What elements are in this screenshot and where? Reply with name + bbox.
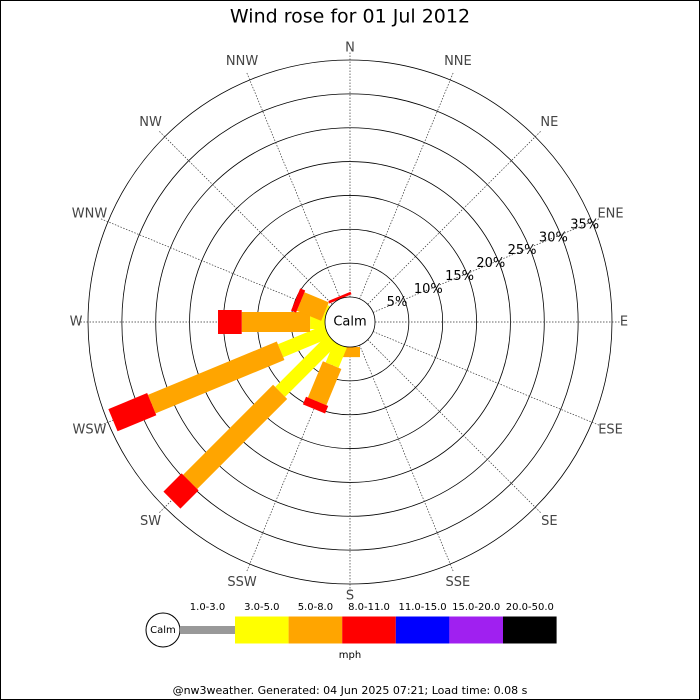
spoke (372, 218, 600, 313)
direction-label: S (346, 589, 354, 604)
direction-label: NE (540, 115, 558, 130)
rose-segment (322, 305, 330, 319)
rose-segment (291, 288, 306, 313)
spoke (100, 218, 328, 313)
spoke (359, 72, 454, 300)
rose-segment (296, 292, 329, 321)
calm-circle (324, 296, 376, 348)
direction-label: N (345, 41, 355, 56)
spoke (246, 344, 341, 572)
legend-swatch (288, 616, 343, 644)
calm-label: Calm (333, 315, 366, 330)
chart-title: Wind rose for 01 Jul 2012 (230, 6, 470, 28)
direction-label: SSW (227, 575, 257, 590)
legend-swatch (180, 626, 235, 634)
spoke (372, 331, 600, 426)
ring-label: 25% (508, 243, 537, 258)
spoke (246, 72, 341, 300)
direction-label: WSW (72, 422, 106, 437)
legend-swatch (503, 616, 557, 644)
legend-calm-label: Calm (150, 625, 176, 636)
direction-label: W (70, 315, 83, 330)
direction-label: WNW (72, 207, 108, 222)
ring-label: 5% (387, 295, 408, 310)
spoke (359, 344, 454, 572)
rose-segment (241, 312, 311, 332)
spoke (158, 130, 333, 305)
footer: @nw3weather. Generated: 04 Jun 2025 07:2… (173, 684, 528, 697)
direction-label: ENE (597, 207, 623, 222)
direction-label: SW (140, 514, 161, 529)
legend-unit: mph (339, 650, 361, 661)
rose-segment (147, 341, 285, 414)
direction-label: E (620, 315, 628, 330)
rose-segment (325, 342, 347, 368)
legend-label: 20.0-50.0 (506, 602, 554, 613)
rose-segment (108, 393, 157, 432)
direction-label: ESE (598, 422, 623, 437)
spoke (367, 339, 542, 514)
direction-label: NW (139, 115, 162, 130)
rose-segment (218, 310, 242, 334)
legend-label: 15.0-20.0 (452, 602, 500, 613)
ring (121, 93, 579, 551)
legend-label: 3.0-5.0 (244, 602, 279, 613)
ring-label: 10% (414, 282, 443, 297)
legend-label: 11.0-15.0 (399, 602, 447, 613)
legend-label: 1.0-3.0 (190, 602, 225, 613)
legend-swatch (449, 616, 503, 644)
legend-swatch (342, 616, 396, 644)
rose-segment (275, 334, 338, 397)
rose-segment (163, 473, 199, 509)
legend-label: 5.0-8.0 (298, 602, 333, 613)
direction-label: NNW (226, 54, 258, 69)
legend-swatch (395, 616, 450, 644)
legend-swatch (235, 616, 289, 644)
direction-label: NNE (444, 54, 472, 69)
direction-label: SSE (446, 575, 471, 590)
rose-segment (183, 384, 288, 489)
legend-label: 8.0-11.0 (348, 602, 390, 613)
rose-segment (277, 325, 330, 358)
rose-segment (307, 361, 342, 406)
rose-segment (328, 291, 352, 304)
rose-segment (302, 396, 329, 414)
direction-label: SE (541, 514, 557, 529)
spoke (367, 130, 542, 305)
